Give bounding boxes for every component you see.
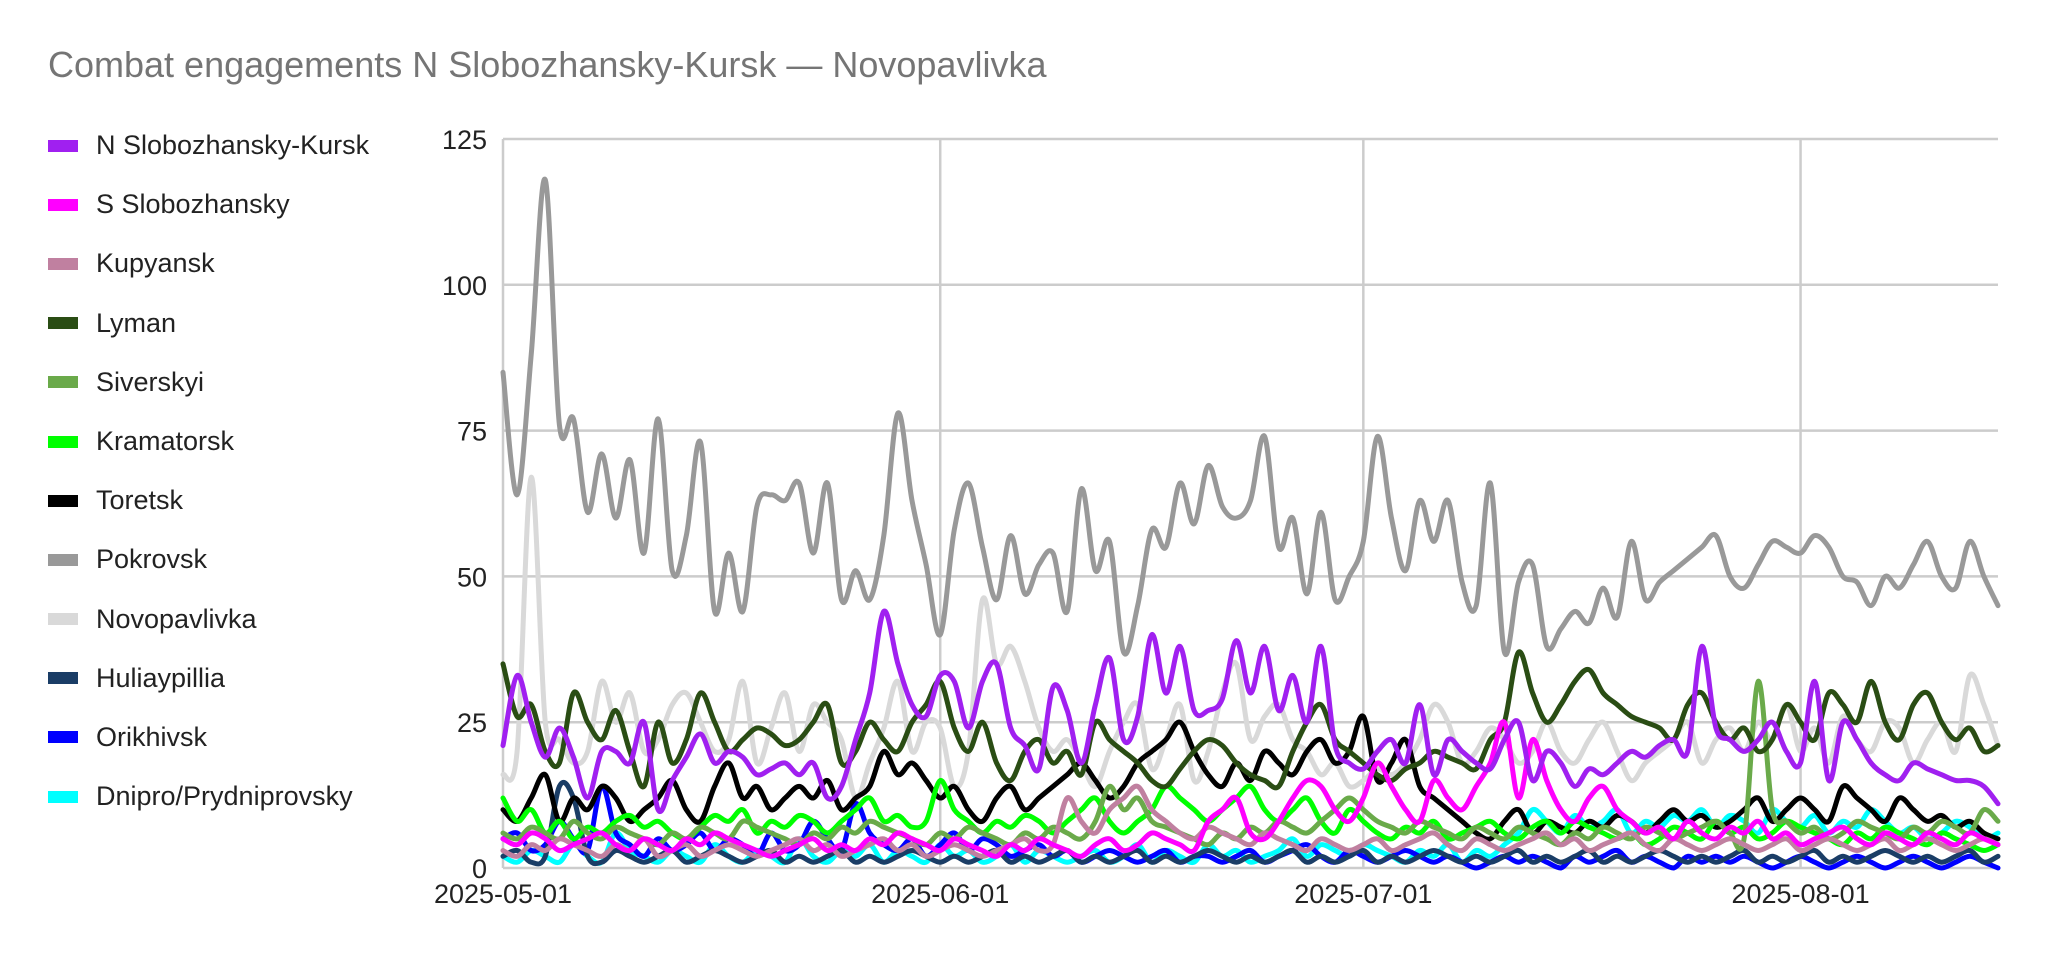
legend-label: Siverskyi (96, 366, 205, 397)
legend-item: N Slobozhansky-Kursk (48, 116, 408, 175)
y-tick-label: 100 (442, 271, 487, 301)
y-tick-label: 50 (457, 562, 487, 592)
y-tick-label: 25 (457, 708, 487, 738)
legend-item: Kupyansk (48, 234, 408, 293)
legend-swatch (48, 257, 78, 270)
legend-swatch (48, 731, 78, 744)
x-tick-label: 2025-06-01 (871, 879, 1009, 909)
legend-item: Lyman (48, 294, 408, 353)
legend-swatch (48, 376, 78, 389)
legend-label: Orikhivsk (96, 721, 208, 752)
legend-label: Kupyansk (96, 248, 215, 279)
y-tick-label: 0 (472, 854, 487, 884)
legend-label: N Slobozhansky-Kursk (96, 130, 370, 161)
series-line-n-slobozhansky-kursk (500, 608, 2001, 815)
legend-label: Novopavlivka (96, 603, 257, 634)
legend-item: Toretsk (48, 471, 408, 530)
legend-swatch (48, 494, 78, 507)
legend-swatch (48, 139, 78, 152)
legend-swatch (48, 790, 78, 803)
series-line-pokrovsk (500, 176, 2001, 658)
series-lines (500, 176, 2001, 871)
x-tick-label: 2025-07-01 (1294, 879, 1432, 909)
legend-item: Orikhivsk (48, 708, 408, 767)
y-tick-label: 75 (457, 417, 487, 447)
legend-item: S Slobozhansky (48, 175, 408, 234)
legend-label: Huliaypillia (96, 662, 226, 693)
chart-legend: N Slobozhansky-Kursk S Slobozhansky Kupyan… (48, 116, 408, 826)
legend-label: S Slobozhansky (96, 189, 290, 220)
axis-labels: 0 25 50 75 100 125 2025-05-01 2025-06-01 2025-07… (434, 125, 1870, 909)
legend-swatch (48, 613, 78, 626)
x-tick-label: 2025-05-01 (434, 879, 572, 909)
legend-item: Huliaypillia (48, 649, 408, 708)
legend-swatch (48, 553, 78, 566)
y-tick-label: 125 (442, 125, 487, 155)
legend-item: Pokrovsk (48, 530, 408, 589)
legend-label: Lyman (96, 307, 177, 338)
legend-swatch (48, 317, 78, 330)
legend-label: Kramatorsk (96, 426, 235, 457)
legend-item: Kramatorsk (48, 412, 408, 471)
legend-item: Dnipro/Prydniprovsky (48, 767, 408, 826)
legend-label: Toretsk (96, 485, 184, 516)
legend-item: Novopavlivka (48, 590, 408, 649)
series-line-lyman (500, 649, 2001, 791)
series-line-kupyansk (500, 783, 2001, 860)
series-line-s-slobozhansky (500, 719, 2001, 859)
legend-label: Dnipro/Prydniprovsky (96, 781, 353, 812)
legend-item: Siverskyi (48, 353, 408, 412)
x-tick-label: 2025-08-01 (1731, 879, 1869, 909)
legend-label: Pokrovsk (96, 544, 208, 575)
legend-swatch (48, 435, 78, 448)
series-line-huliaypillia (500, 779, 2001, 867)
legend-swatch (48, 672, 78, 685)
series-line-siverskyi (500, 678, 2001, 852)
chart-title: Combat engagements N Slobozhansky-Kursk … (48, 44, 1047, 85)
legend-swatch (48, 198, 78, 211)
